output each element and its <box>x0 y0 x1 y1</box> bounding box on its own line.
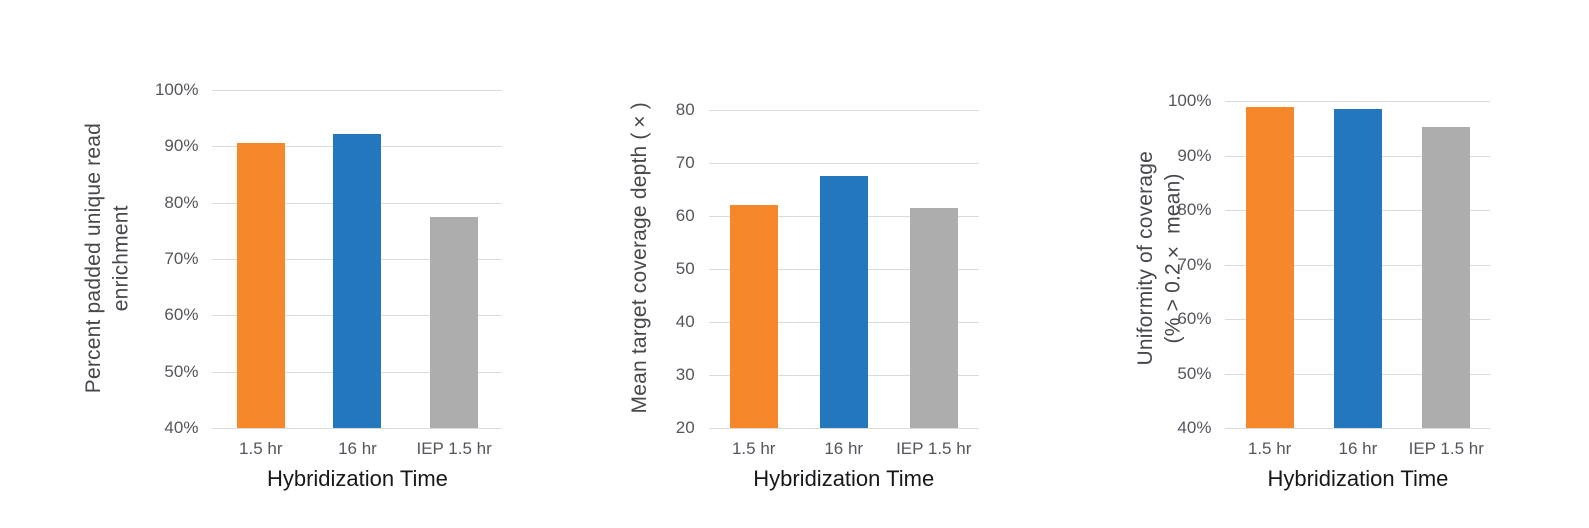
bar-16-hr <box>1333 108 1382 428</box>
y-tick-label: 60 <box>675 206 695 225</box>
x-tick-label: IEP 1.5 hr <box>416 439 492 458</box>
x-axis-title: Hybridization Time <box>266 466 448 491</box>
x-axis-title: Hybridization Time <box>1267 466 1449 491</box>
y-tick-label: 50% <box>1177 363 1212 383</box>
x-axis-title: Hybridization Time <box>753 466 935 491</box>
y-tick-label: 100% <box>154 80 199 99</box>
plot-area: 80 70 60 50 40 30 20 <box>676 100 979 437</box>
chart-mean-target-coverage-depth: Mean target coverage depth (×) 80 70 60 50 4… <box>530 88 1060 528</box>
x-tick-label: 16 hr <box>338 439 377 458</box>
y-tick-label: 70% <box>1177 254 1212 274</box>
x-tick-label: IEP 1.5 hr <box>896 439 972 458</box>
gridline <box>1225 101 1491 102</box>
x-tick-label: IEP 1.5 hr <box>1408 439 1484 458</box>
y-tick-label: 50% <box>164 361 199 381</box>
y-axis-label-line: Mean target coverage depth (×) <box>628 102 651 414</box>
x-tick-labels: 1.5 hr 16 hr IEP 1.5 hr <box>1225 439 1490 459</box>
bar-1.5-hr <box>1245 107 1294 428</box>
y-tick-label: 90% <box>1177 145 1212 165</box>
bar-16-hr <box>333 133 382 428</box>
plot-outer: 100% 90% 80% 70% 60% 50% 40% <box>1168 88 1491 437</box>
gridline <box>1225 428 1491 429</box>
x-tick-label: 1.5 hr <box>239 439 283 458</box>
y-axis-label: Mean target coverage depth (×) <box>626 102 654 414</box>
plot-outer: 80 70 60 50 40 30 20 <box>676 88 979 437</box>
y-tick-label: 80% <box>164 192 199 212</box>
y-tick-label: 100% <box>1167 91 1212 110</box>
gridline <box>708 428 979 429</box>
plot-area: 100% 90% 80% 70% 60% 50% 40% <box>155 80 503 437</box>
y-tick-label: 40 <box>675 312 695 331</box>
chart-percent-padded-unique-read-enrichment: Percent padded unique read enrichment 10… <box>0 80 530 528</box>
bar-1.5-hr <box>236 142 285 428</box>
y-tick-label: 80 <box>675 100 695 119</box>
y-tick-label: 40% <box>164 418 199 437</box>
bar-iep-1.5-hr <box>430 217 479 428</box>
gridline <box>708 110 979 111</box>
gridline <box>708 163 979 164</box>
x-tick-label: 16 hr <box>824 439 864 458</box>
chart-body: 100% 90% 80% 70% 60% 50% 40% 1.5 hr 16 hr IEP … <box>155 80 503 492</box>
y-tick-label: 50 <box>675 259 695 278</box>
y-axis-label-line: enrichment <box>109 205 133 311</box>
gridline <box>212 428 503 429</box>
y-tick-label: 70 <box>675 153 695 172</box>
x-tick-label: 1.5 hr <box>731 439 776 458</box>
chart-uniformity-of-coverage: Uniformity of coverage (% > 0.2× mean) 1… <box>1060 88 1589 528</box>
y-axis-label: Percent padded unique read enrichment <box>80 123 135 393</box>
x-tick-label: 1.5 hr <box>1247 439 1292 458</box>
plot-area: 100% 90% 80% 70% 60% 50% 40% <box>1168 91 1491 437</box>
y-axis-label-wrap: Mean target coverage depth (×) <box>626 88 654 428</box>
y-axis-label-line: Percent padded unique read <box>82 122 105 394</box>
bar-iep-1.5-hr <box>1422 127 1471 428</box>
y-tick-label: 60% <box>1177 309 1212 328</box>
y-tick-label: 40% <box>1177 418 1212 437</box>
bar-iep-1.5-hr <box>909 208 958 428</box>
chart-body: 80 70 60 50 40 30 20 1.5 hr 16 hr IEP 1.5 hr H… <box>676 88 979 492</box>
y-tick-label: 80% <box>1177 200 1212 219</box>
x-tick-label: 16 hr <box>1338 439 1378 458</box>
bar-1.5-hr <box>729 204 778 428</box>
y-tick-label: 60% <box>164 305 199 325</box>
x-tick-labels: 1.5 hr 16 hr IEP 1.5 hr <box>709 439 979 459</box>
y-axis-label-wrap: Percent padded unique read enrichment <box>80 88 135 428</box>
y-tick-label: 20 <box>675 418 695 437</box>
plot-outer: 100% 90% 80% 70% 60% 50% 40% <box>155 80 503 437</box>
chart-body: 100% 90% 80% 70% 60% 50% 40% 1.5 hr 16 hr IEP … <box>1168 88 1491 492</box>
bar-16-hr <box>819 175 868 428</box>
x-tick-labels: 1.5 hr 16 hr IEP 1.5 hr <box>212 439 502 459</box>
y-tick-label: 90% <box>164 136 199 156</box>
y-tick-label: 70% <box>164 249 199 268</box>
y-axis-label-line: Uniformity of coverage <box>1134 150 1157 366</box>
y-tick-label: 30 <box>675 365 695 384</box>
gridline <box>212 90 503 91</box>
